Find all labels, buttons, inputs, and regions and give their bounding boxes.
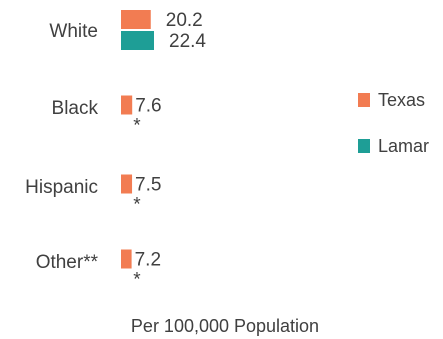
bar-texas-black	[121, 95, 133, 115]
legend: Texas Lamar	[358, 90, 429, 156]
value-label-texas-white: 20.2	[166, 10, 203, 31]
category-label-hispanic: Hispanic	[25, 177, 98, 198]
suppressed-marker-lamar-other: *	[133, 270, 141, 291]
value-label-lamar-white: 22.4	[169, 31, 206, 52]
value-label-texas-hispanic: 7.5	[135, 175, 161, 196]
bar-lamar-white	[121, 31, 154, 50]
value-label-texas-other: 7.2	[135, 250, 161, 271]
legend-swatch-lamar	[358, 139, 370, 153]
suppressed-marker-lamar-hispanic: *	[133, 195, 141, 216]
category-label-black: Black	[52, 98, 99, 119]
legend-swatch-texas	[358, 93, 370, 107]
category-label-other: Other**	[36, 252, 99, 273]
bar-texas-white	[121, 10, 151, 29]
x-axis-title: Per 100,000 Population	[131, 316, 319, 336]
value-labels: 20.222.47.6*7.5*7.2*	[133, 10, 206, 291]
value-label-texas-black: 7.6	[135, 96, 161, 117]
bar-texas-other	[121, 249, 132, 269]
legend-label-texas: Texas	[378, 90, 425, 110]
suppressed-marker-lamar-black: *	[133, 116, 141, 137]
legend-label-lamar: Lamar	[378, 136, 429, 156]
bars	[121, 10, 154, 269]
category-labels: White Black Hispanic Other**	[25, 21, 98, 273]
bar-texas-hispanic	[121, 174, 133, 194]
category-label-white: White	[49, 21, 98, 42]
